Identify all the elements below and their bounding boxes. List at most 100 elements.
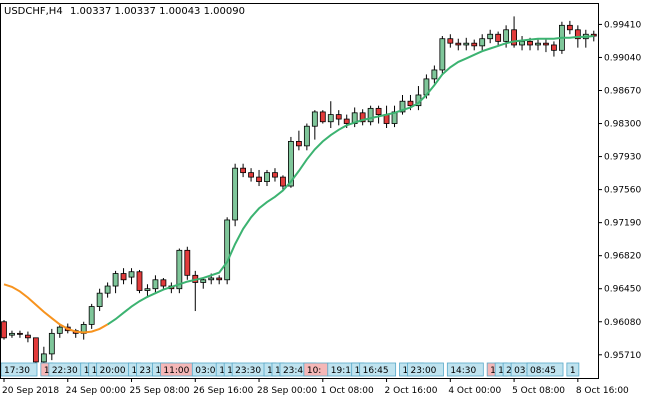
candle-body [471,42,478,47]
time-tag-label: 16:45 [363,366,389,376]
candle-body [455,42,462,46]
candle-body [40,353,47,363]
candle-body [144,288,151,291]
candle-body [535,42,541,46]
time-tag-label: 23:30 [235,366,261,376]
chart-ohlc-values: 1.00337 1.00337 1.00043 1.00090 [70,6,245,17]
candle-body [511,29,517,46]
moving-average-layer [3,35,594,334]
candles-layer [1,16,597,372]
y-tick-label: 0.96820 [604,252,641,262]
y-tick-label: 0.97930 [604,153,641,163]
candle-body [439,38,446,71]
time-tag-label: 03: [514,366,528,376]
time-tag-label: 1 [498,366,504,376]
candle-body [25,334,31,339]
candle-body [311,111,318,127]
time-tag-label: 17:30 [4,366,30,376]
ma-line-after [107,35,594,326]
candle-body [136,271,143,291]
candle-body [9,332,15,336]
time-tag-label: 1 [267,366,273,376]
candle-body [120,273,127,281]
x-tick-label: 5 Oct 08:00 [512,386,565,396]
candle-body [248,172,254,178]
time-tag [407,362,444,377]
ma-line-before [3,283,109,334]
x-tick-label: 26 Sep 16:00 [193,386,253,396]
chart-symbol: USDCHF,H4 [4,6,63,17]
candle-body [407,100,414,107]
candle-body [503,29,510,42]
candle-body [224,219,231,281]
y-tick-label: 0.97190 [604,219,641,229]
y-tick-label: 0.97560 [604,186,641,196]
y-tick-label: 0.96080 [604,318,641,328]
candle-body [32,337,39,363]
time-tag-label: 22:30 [52,366,78,376]
time-tag [359,362,397,377]
candle-body [527,40,533,46]
y-tick-label: 0.96450 [604,285,641,295]
time-tag-label: 1 [132,366,138,376]
y-tick-label: 0.98670 [604,87,641,97]
candle-body [359,112,366,123]
x-tick-label: 2 Oct 16:00 [385,386,438,396]
candle-body [431,69,438,80]
x-axis: 20 Sep 2018 24 Sep 00:00 25 Sep 08:00 26 Se… [2,378,629,396]
time-tag-label: 1 [155,366,161,376]
x-tick-label: 28 Sep 00:00 [257,386,317,396]
time-tag-label: 11:00 [163,366,189,376]
candle-body [1,321,7,339]
time-tag [446,362,484,377]
y-tick-label: 0.99410 [604,20,641,30]
candle-body [574,29,581,40]
time-tag-label: 2 [506,366,512,376]
candle-body [208,277,215,281]
candle-body [479,38,486,47]
time-tag-label: 1 [490,366,496,376]
candle-body [264,172,270,182]
time-tag-label: 23:00 [410,366,436,376]
x-tick-label: 20 Sep 2018 [2,386,59,396]
candle-body [495,33,502,42]
candle-body [551,44,557,51]
candle-body [463,42,470,46]
candle-body [152,279,159,290]
time-tag-label: 10: [307,366,321,376]
candle-body [335,114,342,120]
candle-body [176,249,183,290]
candle-body [295,140,302,147]
time-tag-label: 08:45 [530,366,556,376]
candle-body [375,107,382,116]
x-tick-label: 4 Oct 00:00 [448,386,501,396]
time-tag-label: 1 [219,366,225,376]
candle-body [184,249,191,276]
time-tags-layer: 17:30122:301120:00123:30111:0003:001123:… [0,362,580,377]
candle-body [216,277,223,281]
candle-body [319,111,326,123]
candle-body [343,118,350,124]
candle-body [327,114,334,123]
time-tag-label: 1 [275,366,281,376]
candle-body [200,279,207,283]
time-tag-label: 1 [92,366,98,376]
candle-body [240,167,247,174]
time-tag-label: 14:30 [450,366,476,376]
candle-body [128,271,135,278]
x-tick-label: 24 Sep 00:00 [66,386,126,396]
x-tick-label: 8 Oct 16:00 [576,386,629,396]
candle-body [160,279,167,287]
candle-body [96,292,103,307]
candle-body [232,167,239,221]
time-tag-label: 23:45 [283,366,309,376]
time-tag-label: 20:00 [100,366,126,376]
candle-body [487,33,494,40]
candle-body [447,38,454,44]
time-tag-label: 1 [84,366,90,376]
candle-body [272,172,278,178]
candle-body [56,326,63,334]
time-tag [526,362,564,377]
candle-body [88,306,95,325]
